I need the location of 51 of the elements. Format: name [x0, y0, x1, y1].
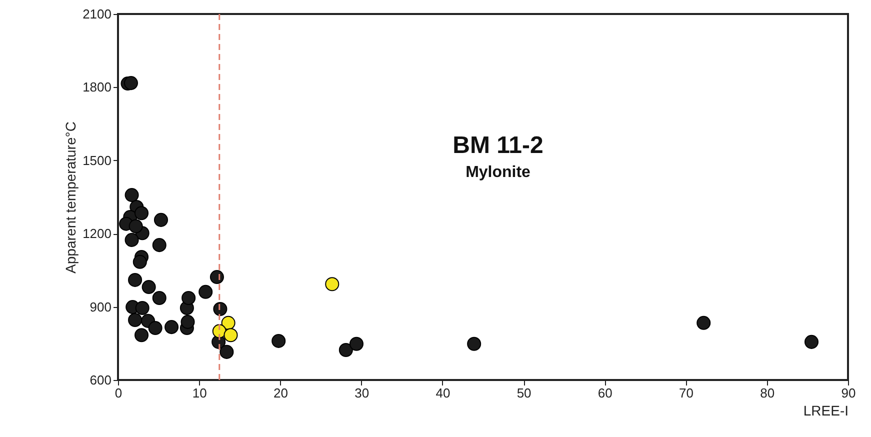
- x-tick-label: 90: [841, 386, 856, 400]
- point: [180, 314, 195, 329]
- x-axis-title: LREE-I: [803, 402, 848, 418]
- point: [128, 272, 142, 287]
- x-tick-label: 0: [114, 386, 122, 400]
- x-tick-label: 30: [354, 386, 370, 400]
- point: [696, 316, 711, 330]
- y-tick-label: 1800: [82, 80, 112, 95]
- x-tick-label: 80: [760, 386, 775, 400]
- y-tick-label: 1200: [82, 226, 112, 242]
- point: [124, 188, 139, 202]
- x-tick-label: 20: [273, 386, 288, 400]
- point: [325, 277, 340, 292]
- y-tick-label: 600: [90, 372, 112, 388]
- point: [221, 316, 236, 330]
- x-tick-label: 40: [436, 386, 450, 400]
- point: [134, 328, 149, 342]
- point: [128, 312, 142, 327]
- point: [804, 334, 819, 349]
- point: [124, 76, 138, 90]
- point: [135, 301, 150, 316]
- y-axis-title: Apparent temperature°C: [62, 122, 79, 274]
- point: [154, 212, 168, 227]
- point: [124, 232, 139, 247]
- point: [338, 342, 353, 357]
- point: [349, 336, 364, 351]
- point: [152, 291, 166, 306]
- point: [272, 334, 286, 348]
- x-tick-label: 60: [598, 386, 612, 400]
- y-tick-label: 900: [90, 299, 112, 314]
- x-tick-label: 70: [679, 386, 694, 400]
- point: [467, 336, 482, 351]
- point: [142, 280, 156, 294]
- y-tick-label: 1500: [82, 152, 112, 168]
- x-tick-label: 10: [192, 386, 207, 400]
- point: [213, 302, 228, 316]
- point: [152, 238, 166, 252]
- point: [182, 291, 196, 306]
- point: [148, 321, 162, 336]
- point: [220, 344, 234, 359]
- annotation: Mylonite: [466, 164, 531, 181]
- point: [128, 219, 143, 234]
- point: [198, 284, 213, 299]
- y-tick-label: 2100: [82, 6, 112, 22]
- point: [210, 270, 224, 284]
- point: [132, 254, 147, 269]
- point: [134, 206, 149, 220]
- annotation: BM 11-2: [452, 132, 544, 159]
- x-tick-label: 50: [516, 386, 532, 400]
- point: [224, 328, 238, 342]
- point: [164, 320, 179, 334]
